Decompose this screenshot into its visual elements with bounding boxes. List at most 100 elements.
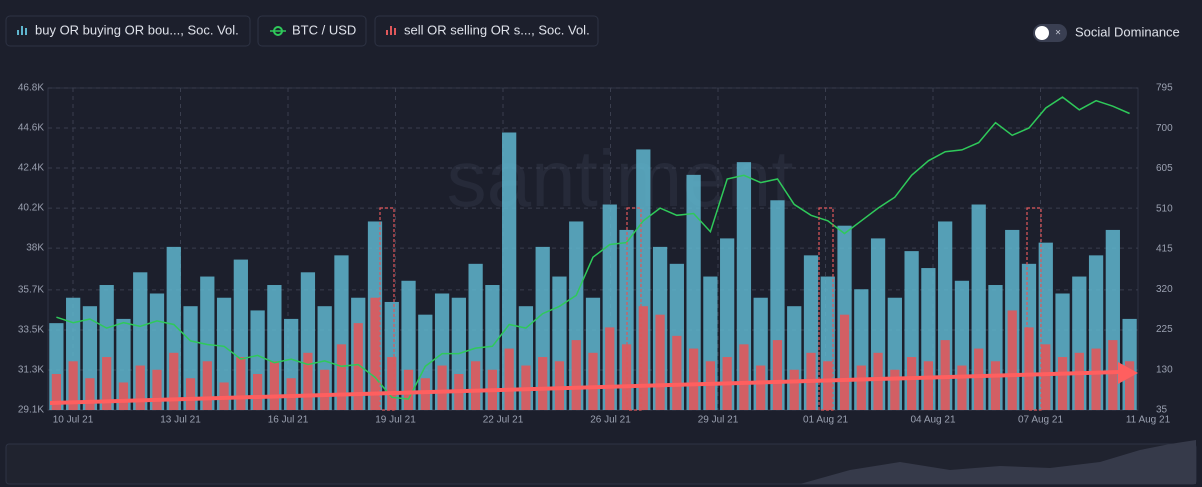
bar (169, 352, 179, 410)
legend-box[interactable] (257, 15, 367, 47)
bar (772, 340, 783, 410)
legend-box[interactable] (374, 15, 599, 47)
y-tick-label: 35.7K (18, 285, 44, 296)
bar (502, 132, 517, 410)
bar (1074, 352, 1084, 410)
bar (1057, 357, 1068, 410)
line (56, 96, 1130, 400)
y2-tick-label: 225 (1156, 324, 1173, 335)
bar (823, 361, 833, 410)
bar (756, 365, 766, 410)
bar (605, 327, 615, 410)
y-tick-label: 38K (26, 243, 44, 254)
bar (974, 348, 984, 410)
bar (672, 335, 682, 410)
bar (739, 344, 749, 410)
legend-box[interactable] (5, 15, 251, 47)
bar (336, 344, 347, 410)
bar (538, 357, 548, 410)
bar (353, 323, 363, 410)
y-tick-label: 31.3K (18, 365, 44, 376)
bar (185, 378, 196, 410)
legend-icon (386, 26, 396, 35)
x-tick-label: 19 Jul 21 (375, 415, 416, 426)
trend-line (49, 370, 1121, 405)
bar (907, 357, 917, 410)
bar (403, 369, 414, 410)
y2-tick-label: 320 (1156, 284, 1173, 295)
legend-label: buy OR buying OR bou..., Soc. Vol. (35, 22, 239, 37)
bar (370, 297, 380, 410)
bar (236, 357, 246, 410)
bar (789, 369, 799, 410)
x-tick-label: 29 Jul 21 (698, 415, 739, 426)
x-tick-label: 22 Jul 21 (483, 415, 524, 426)
legend: buy OR buying OR bou..., Soc. Vol. BTC /… (5, 15, 599, 47)
bar (202, 361, 212, 410)
bar (890, 369, 900, 410)
toggle-icon: × (1055, 28, 1061, 39)
bar (152, 369, 162, 410)
y-tick-label: 40.2K (18, 203, 44, 214)
bar (1024, 327, 1034, 410)
bar (68, 361, 78, 410)
x-tick-label: 10 Jul 21 (53, 415, 94, 426)
bar (990, 361, 1001, 410)
y-tick-label: 46.8K (18, 83, 44, 94)
navigator-area (800, 440, 1196, 484)
y2-tick-label: 510 (1156, 203, 1173, 214)
bar (320, 369, 330, 410)
bar (102, 357, 112, 410)
y-tick-label: 33.5K (18, 325, 44, 336)
bar (689, 348, 699, 410)
legend-label: sell OR selling OR s..., Soc. Vol. (404, 22, 590, 37)
y2-tick-label: 35 (1156, 405, 1168, 416)
bar (638, 306, 648, 410)
bar (504, 348, 514, 410)
bar (51, 373, 61, 410)
y2-tick-label: 415 (1156, 244, 1173, 255)
toggle-knob (1035, 26, 1049, 40)
y-tick-label: 44.6K (18, 123, 44, 134)
bar (437, 365, 447, 410)
bar (269, 361, 279, 410)
bar (387, 357, 397, 410)
x-tick-label: 11 Aug 21 (1126, 415, 1171, 426)
y2-tick-label: 130 (1156, 364, 1173, 375)
x-tick-label: 01 Aug 21 (803, 415, 848, 426)
bar (957, 365, 967, 410)
toggle-label: Social Dominance (1075, 24, 1180, 39)
bar (1091, 348, 1101, 410)
x-tick-label: 13 Jul 21 (160, 415, 201, 426)
bar (1108, 340, 1118, 410)
legend-label: BTC / USD (292, 22, 356, 37)
y-tick-label: 42.4K (18, 163, 44, 174)
bar (253, 373, 263, 410)
bar (856, 365, 866, 410)
bar (135, 365, 145, 410)
bar (118, 382, 129, 410)
bar (554, 361, 565, 410)
bar (571, 340, 581, 410)
trend-arrow (1118, 362, 1138, 384)
y-tick-label: 29.1K (18, 405, 44, 416)
bar (873, 352, 883, 410)
bar (923, 361, 933, 410)
bar (85, 378, 95, 410)
x-tick-label: 16 Jul 21 (268, 415, 309, 426)
y2-tick-label: 795 (1156, 83, 1173, 94)
bar (1007, 310, 1017, 410)
y2-tick-label: 605 (1156, 163, 1173, 174)
bar (216, 297, 232, 410)
bar (655, 314, 665, 410)
x-tick-label: 04 Aug 21 (910, 415, 955, 426)
x-tick-label: 26 Jul 21 (590, 415, 631, 426)
bar (303, 352, 313, 410)
y2-tick-label: 700 (1156, 123, 1173, 134)
bar (588, 352, 598, 410)
bar (471, 361, 481, 410)
bar (839, 314, 850, 410)
legend-icon (17, 26, 27, 35)
bar (1041, 344, 1051, 410)
